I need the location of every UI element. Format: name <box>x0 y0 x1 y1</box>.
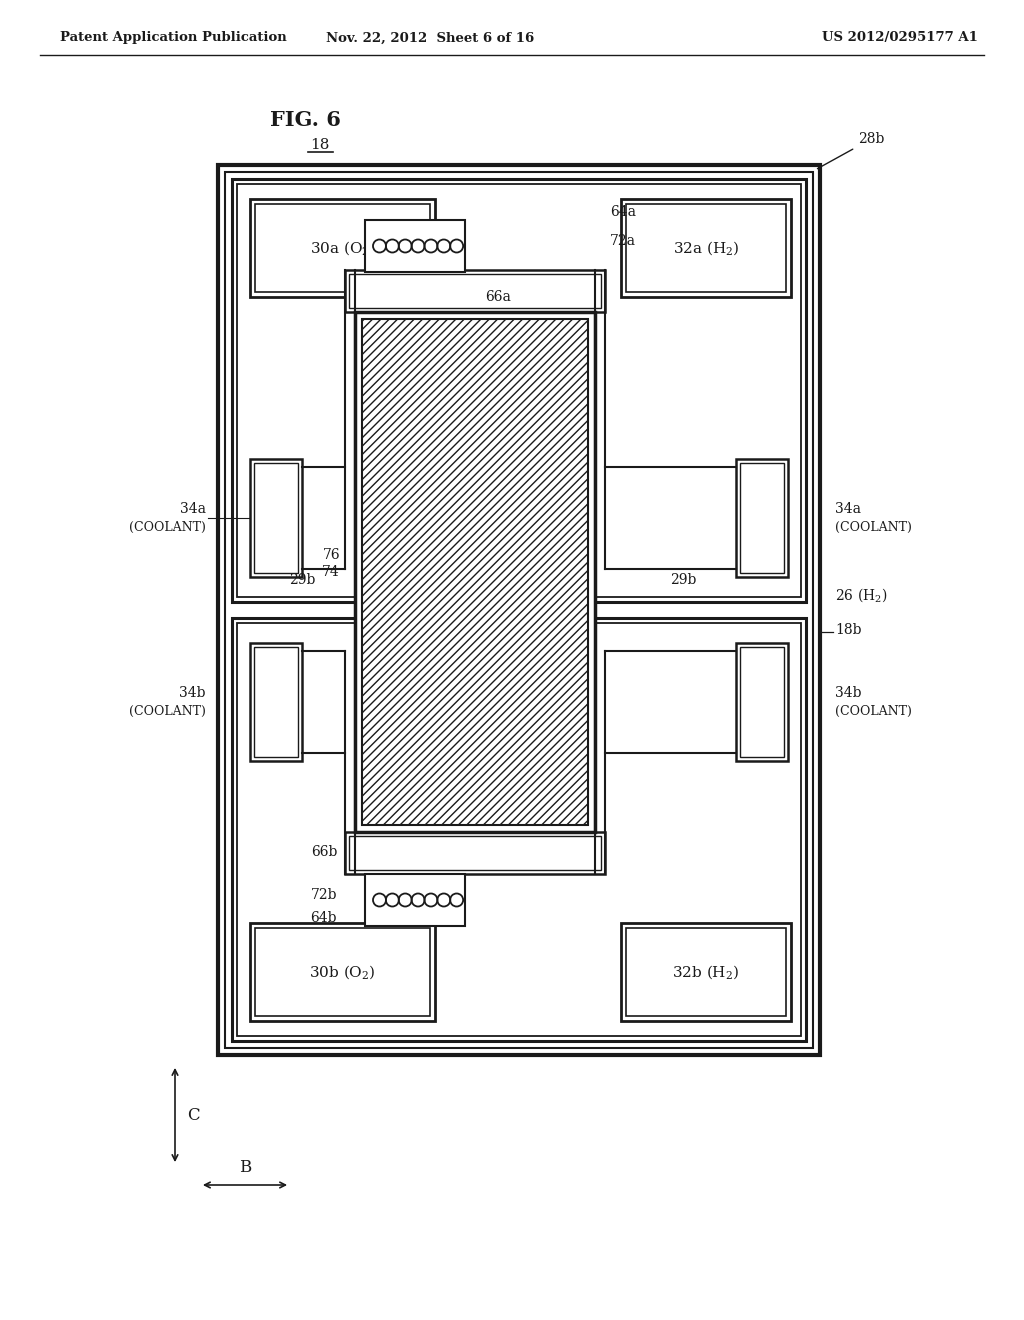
Bar <box>740 647 784 756</box>
Bar <box>218 165 820 1055</box>
Text: 74: 74 <box>323 565 340 579</box>
Bar <box>345 832 605 874</box>
Bar <box>362 319 588 825</box>
Text: (COOLANT): (COOLANT) <box>129 520 206 533</box>
Bar <box>349 836 601 870</box>
Text: US 2012/0295177 A1: US 2012/0295177 A1 <box>822 32 978 45</box>
Bar <box>736 459 788 577</box>
Text: Nov. 22, 2012  Sheet 6 of 16: Nov. 22, 2012 Sheet 6 of 16 <box>326 32 535 45</box>
Text: 66b: 66b <box>310 845 337 859</box>
Text: 64b: 64b <box>310 911 337 925</box>
Bar <box>736 643 788 762</box>
Text: 29b: 29b <box>670 573 696 587</box>
Text: 64a: 64a <box>610 205 636 219</box>
Text: 32b ($\mathregular{H_2}$): 32b ($\mathregular{H_2}$) <box>673 964 739 981</box>
Text: (COOLANT): (COOLANT) <box>129 705 206 718</box>
Text: 76: 76 <box>323 548 340 562</box>
Text: (COOLANT): (COOLANT) <box>835 705 912 718</box>
Bar <box>621 923 791 1020</box>
Bar <box>225 172 813 1048</box>
Text: 32a ($\mathregular{H_2}$): 32a ($\mathregular{H_2}$) <box>673 239 739 257</box>
Text: 72a: 72a <box>610 234 636 248</box>
Text: 28b: 28b <box>817 132 885 169</box>
Bar <box>250 459 302 577</box>
Bar <box>355 312 595 832</box>
Bar <box>232 618 806 1041</box>
Bar <box>345 271 605 312</box>
Bar <box>250 199 435 297</box>
Bar <box>349 275 601 308</box>
Bar <box>626 928 786 1016</box>
Bar <box>740 463 784 573</box>
Text: (COOLANT): (COOLANT) <box>835 520 912 533</box>
Text: 66a: 66a <box>485 290 511 304</box>
Bar <box>365 874 465 927</box>
Bar <box>232 180 806 602</box>
Text: 34b: 34b <box>835 686 861 700</box>
Bar <box>254 647 298 756</box>
Bar <box>250 643 302 762</box>
Bar <box>626 205 786 292</box>
Bar <box>621 199 791 297</box>
Text: C: C <box>187 1106 200 1123</box>
Bar <box>255 205 430 292</box>
Text: 72b: 72b <box>310 888 337 902</box>
Text: Patent Application Publication: Patent Application Publication <box>60 32 287 45</box>
Bar <box>365 220 465 272</box>
Text: 30a ($\mathregular{O_2}$): 30a ($\mathregular{O_2}$) <box>309 239 376 257</box>
Text: 18b: 18b <box>835 623 861 638</box>
Bar <box>254 463 298 573</box>
Text: 34a: 34a <box>835 502 861 516</box>
Text: 30b ($\mathregular{O_2}$): 30b ($\mathregular{O_2}$) <box>309 964 376 981</box>
Text: FIG. 6: FIG. 6 <box>269 110 340 129</box>
Text: 34a: 34a <box>180 502 206 516</box>
Text: 26 ($\mathregular{H_2}$): 26 ($\mathregular{H_2}$) <box>835 586 888 605</box>
Bar <box>237 623 801 1036</box>
Text: 29b: 29b <box>289 573 315 587</box>
Text: 34b: 34b <box>179 686 206 700</box>
Text: 18: 18 <box>310 139 330 152</box>
Bar <box>255 928 430 1016</box>
Text: B: B <box>239 1159 251 1176</box>
Bar <box>250 923 435 1020</box>
Bar <box>237 183 801 597</box>
